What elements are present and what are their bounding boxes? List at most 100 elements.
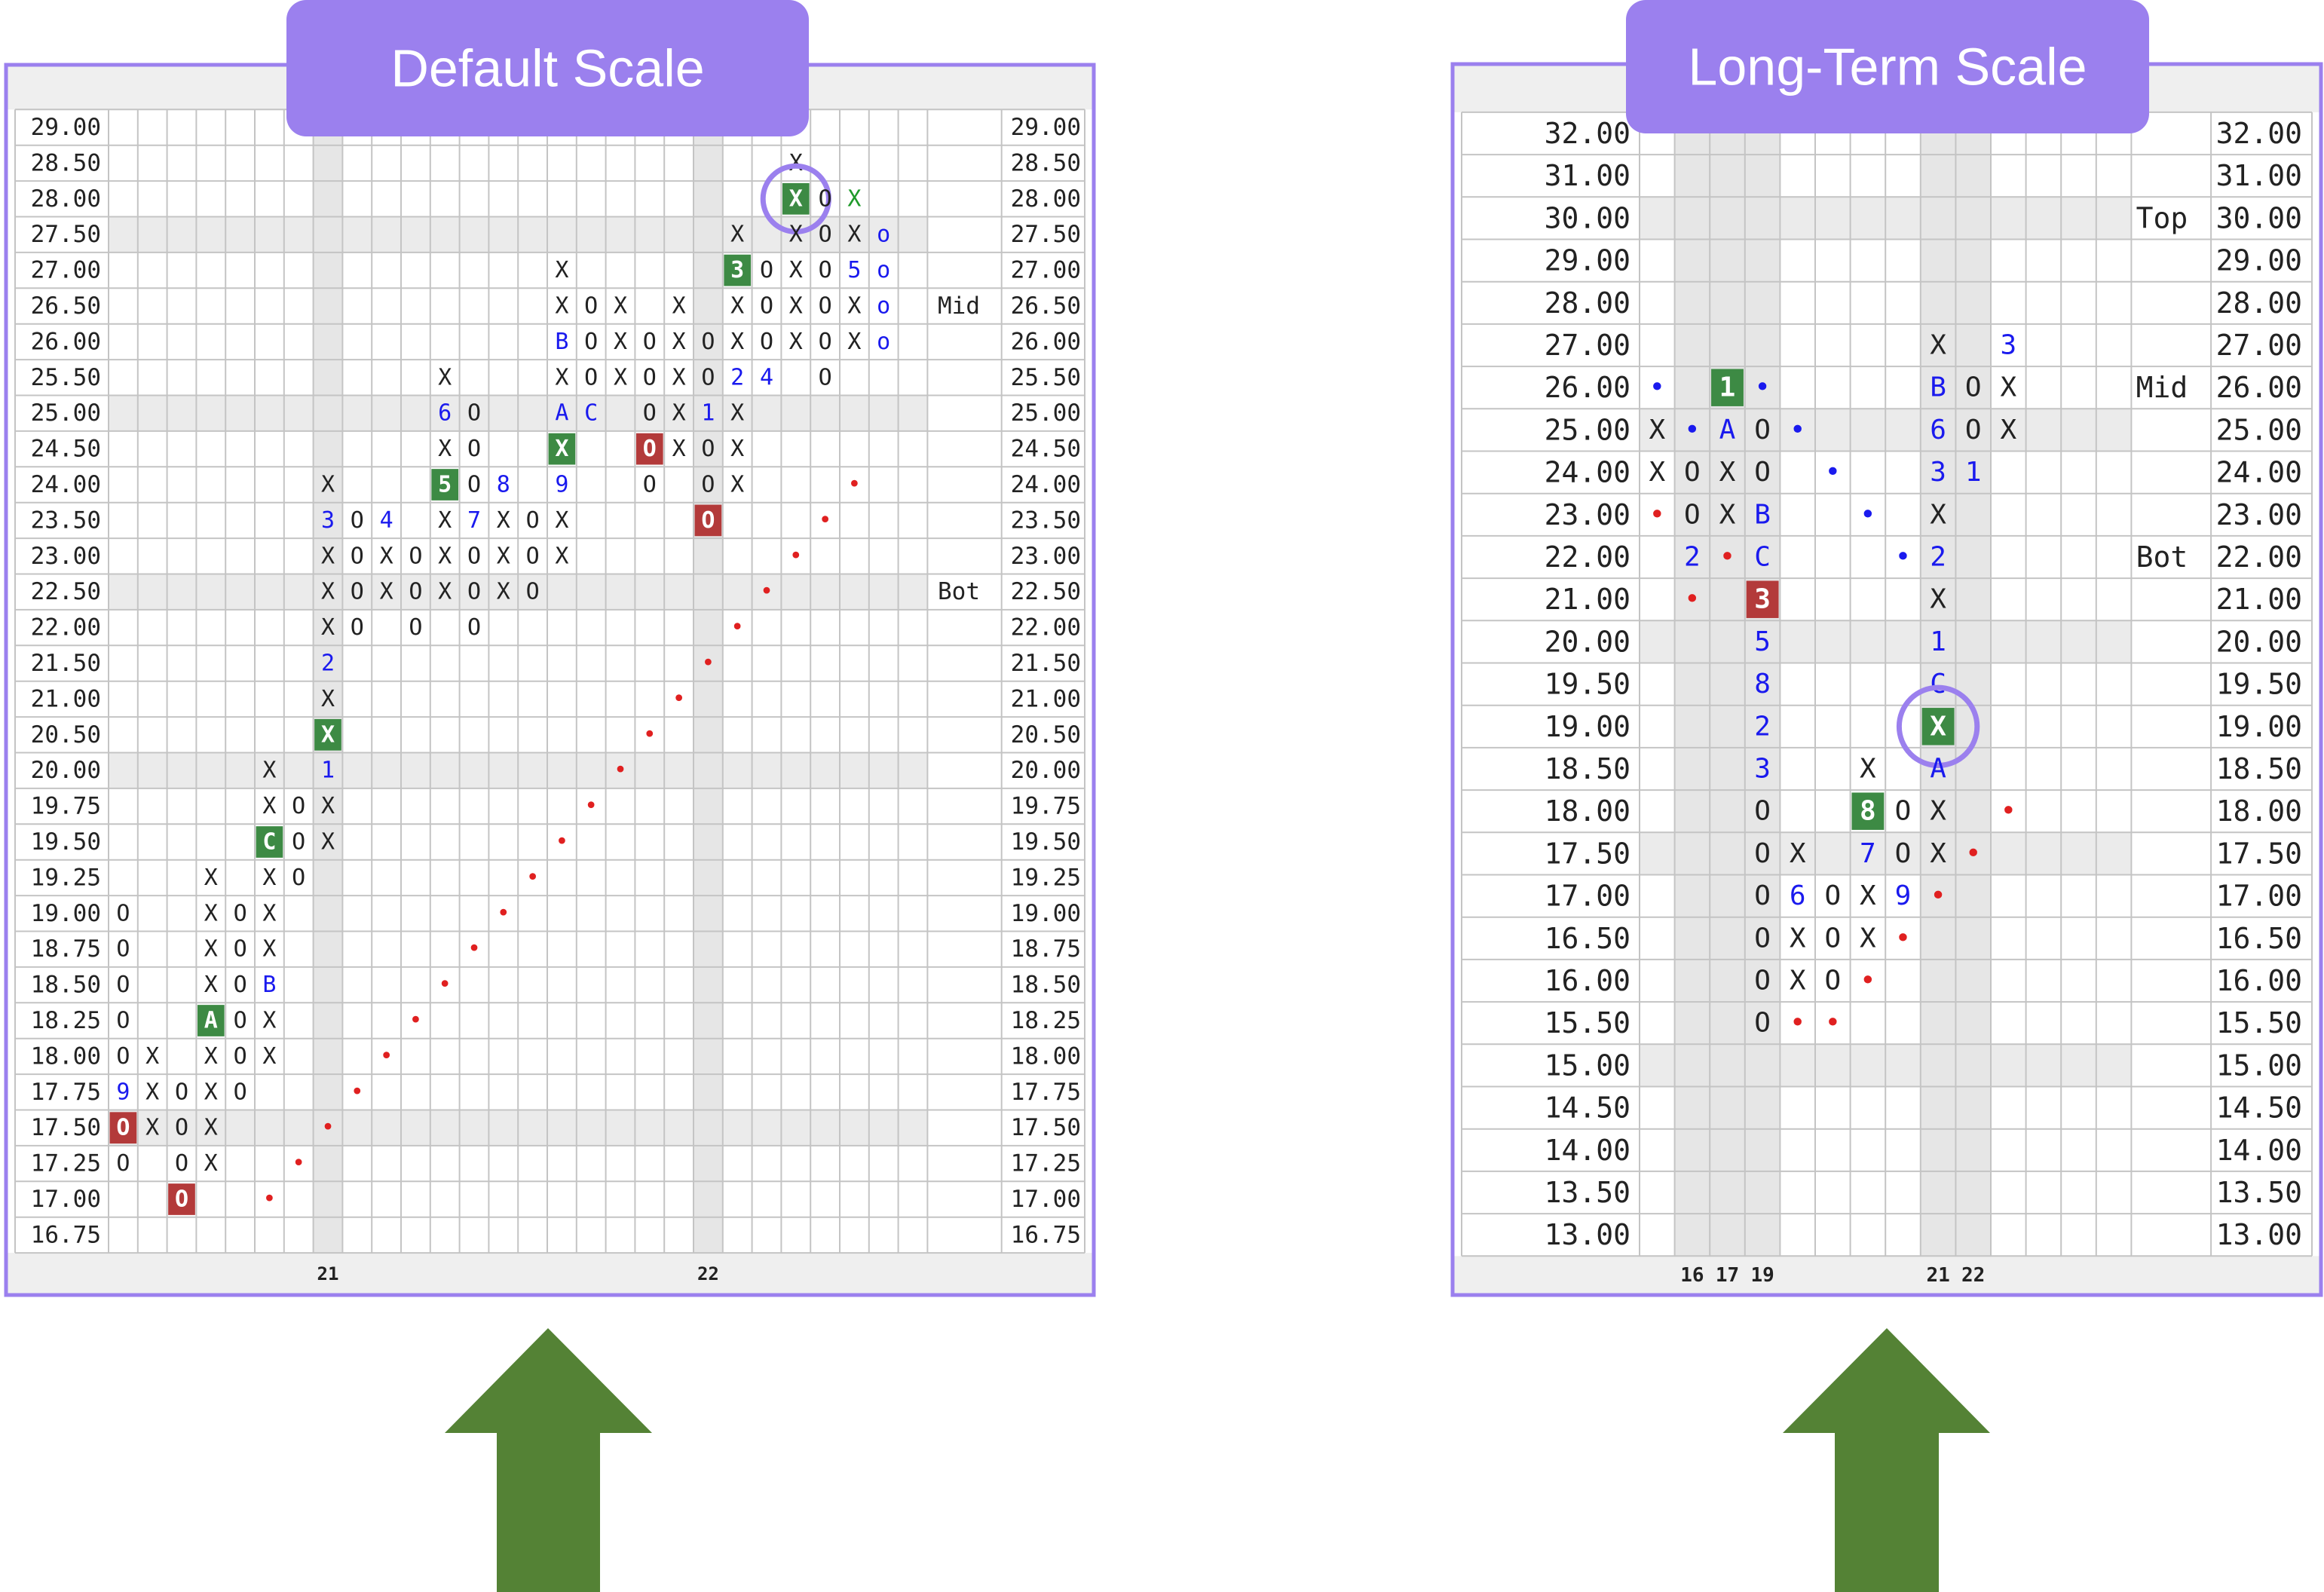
- pf-cell: X: [789, 185, 803, 212]
- pf-cell: X: [1930, 330, 1946, 361]
- title-tab: [1626, 0, 2149, 133]
- zone-marker: Bot: [938, 578, 980, 605]
- pf-cell: X: [555, 257, 568, 283]
- pf-cell: •: [789, 543, 803, 569]
- pf-cell: •: [672, 686, 686, 712]
- highlight-box: [197, 1005, 225, 1036]
- pf-cell: o: [877, 257, 890, 283]
- price-label: 23.00: [1545, 498, 1630, 531]
- pf-cell: O: [234, 900, 247, 926]
- price-label: 25.00: [31, 400, 101, 427]
- pf-cell: 3: [1754, 584, 1771, 615]
- pf-cell: O: [351, 579, 364, 605]
- price-label: 20.00: [31, 757, 101, 784]
- pf-cell: 1: [1930, 626, 1946, 657]
- pf-cell: 2: [1930, 542, 1946, 573]
- pf-cell: X: [1790, 838, 1806, 869]
- pf-cell: X: [204, 900, 218, 926]
- pf-cell: •: [1754, 372, 1771, 403]
- pf-cell: X: [730, 472, 744, 498]
- price-label: 22.00: [2216, 540, 2302, 574]
- price-label: 17.25: [31, 1150, 101, 1177]
- price-label: 19.50: [31, 828, 101, 856]
- pf-cell: X: [730, 293, 744, 320]
- zone-marker: Mid: [938, 292, 980, 320]
- pf-cell: •: [1649, 372, 1665, 403]
- pf-cell: O: [643, 472, 657, 498]
- pf-cell: X: [1860, 754, 1876, 785]
- pf-cell: X: [321, 829, 335, 856]
- pf-cell: O: [1965, 415, 1982, 445]
- pf-cell: O: [1754, 880, 1771, 911]
- highlight-box: [431, 469, 459, 501]
- pf-cell: O: [1754, 796, 1771, 827]
- pf-cell: X: [847, 293, 861, 320]
- pf-cell: B: [1930, 372, 1946, 403]
- price-label: 18.50: [2216, 752, 2302, 785]
- pf-cell: X: [145, 1079, 159, 1105]
- pf-cell: •: [1895, 923, 1912, 954]
- column-shade: [1955, 112, 1991, 1257]
- price-label: 14.00: [2216, 1134, 2302, 1167]
- price-label: 19.00: [1011, 900, 1081, 927]
- pf-cell: O: [116, 972, 130, 998]
- highlight-circle: [760, 163, 831, 234]
- pf-cell: X: [1790, 923, 1806, 954]
- pf-cell: 3: [2000, 330, 2016, 361]
- pf-cell: O: [584, 364, 598, 390]
- pf-cell: 4: [760, 364, 773, 390]
- price-label: 17.50: [31, 1114, 101, 1141]
- pf-cell: X: [789, 257, 803, 283]
- pf-cell: 9: [1895, 880, 1912, 911]
- pf-cell: O: [234, 936, 247, 963]
- pf-cell: X: [1649, 415, 1665, 445]
- pf-cell: X: [789, 222, 803, 248]
- pf-cell: •: [555, 829, 568, 856]
- price-label: 20.50: [1011, 721, 1081, 749]
- price-label: 31.00: [2216, 159, 2302, 192]
- pf-cell: 5: [1754, 626, 1771, 657]
- pf-cell: O: [467, 579, 481, 605]
- pf-cell: 7: [1860, 838, 1876, 869]
- price-label: 22.50: [31, 578, 101, 605]
- price-label: 18.75: [31, 935, 101, 963]
- pf-cell: X: [497, 507, 510, 534]
- price-label: 20.50: [31, 721, 101, 749]
- pf-cell: X: [730, 400, 744, 427]
- pf-cell: X: [438, 364, 452, 390]
- pf-cell: B: [555, 329, 568, 355]
- price-label: 23.00: [2216, 498, 2302, 531]
- pf-cell: •: [1895, 542, 1912, 573]
- pf-cell: O: [819, 293, 832, 320]
- pf-cell: O: [1824, 880, 1841, 911]
- price-label: 13.50: [1545, 1176, 1630, 1209]
- price-label: 21.00: [2216, 583, 2302, 616]
- pf-cell: •: [1930, 880, 1946, 911]
- price-label: 28.50: [1011, 149, 1081, 176]
- price-label: 20.00: [2216, 625, 2302, 658]
- price-label: 17.00: [1011, 1186, 1081, 1213]
- pf-cell: O: [116, 936, 130, 963]
- price-label: 21.50: [31, 650, 101, 677]
- price-label: 24.00: [31, 471, 101, 498]
- highlight-box: [782, 182, 810, 215]
- pf-cell: X: [321, 543, 335, 569]
- price-label: 27.00: [1011, 257, 1081, 284]
- pf-cell: O: [819, 329, 832, 355]
- pf-cell: •: [819, 507, 832, 534]
- pf-cell: •: [2000, 796, 2016, 827]
- pf-cell: •: [1860, 499, 1876, 530]
- zone-marker: Top: [2136, 201, 2188, 234]
- pf-cell: 1: [1719, 372, 1736, 403]
- price-label: 18.25: [1011, 1007, 1081, 1034]
- price-label: 16.50: [2216, 922, 2302, 955]
- pf-cell: O: [819, 364, 832, 390]
- pf-cell: X: [438, 579, 452, 605]
- pf-cell: O: [175, 1079, 188, 1105]
- pf-cell: O: [292, 865, 305, 891]
- pf-cell: O: [234, 1008, 247, 1034]
- pf-cell: 6: [1790, 880, 1806, 911]
- column-shade: [1920, 112, 1956, 1257]
- year-label: 21: [1926, 1264, 1949, 1287]
